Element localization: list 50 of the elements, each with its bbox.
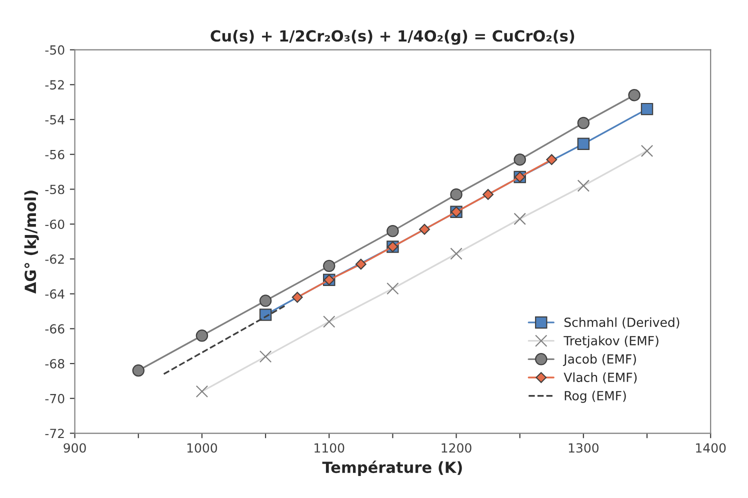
point (196, 385, 208, 398)
x-tick-label: 1300 (568, 443, 599, 453)
point (292, 292, 303, 303)
point (628, 89, 640, 102)
point (355, 258, 366, 270)
point (546, 154, 558, 166)
point (450, 248, 462, 260)
point (577, 116, 590, 130)
legend-label: Tretjakov (EMF) (564, 336, 658, 348)
point (514, 154, 526, 166)
y-tick-label: -66 (45, 324, 64, 334)
point (259, 350, 272, 363)
legend-label: Vlach (EMF) (564, 372, 637, 384)
y-tick-label: -60 (45, 220, 64, 230)
x-tick-label: 900 (64, 443, 86, 453)
point (196, 330, 208, 342)
x-axis-title: Température (K) (322, 460, 462, 476)
y-tick-label: -72 (45, 428, 64, 438)
point (640, 102, 654, 116)
y-tick-label: -64 (45, 289, 64, 299)
y-tick-label: -50 (45, 45, 64, 55)
point (514, 212, 526, 225)
x-tick-label: 1100 (314, 443, 344, 453)
y-tick-label: -56 (45, 150, 64, 160)
legend-label: Schmahl (Derived) (564, 317, 680, 328)
y-tick-label: -54 (45, 115, 64, 124)
point (419, 224, 430, 235)
point (640, 144, 654, 158)
y-tick-label: -52 (45, 80, 64, 90)
x-tick-label: 1200 (442, 443, 472, 453)
point (386, 282, 399, 295)
legend-label: Rog (EMF) (564, 390, 626, 403)
y-tick-label: -68 (45, 359, 64, 368)
y-tick-label: -62 (45, 254, 64, 264)
y-tick-label: -70 (45, 394, 64, 404)
y-tick-label: -58 (45, 184, 64, 194)
point (450, 188, 462, 201)
point (323, 316, 336, 328)
point (259, 294, 272, 307)
point (577, 180, 590, 192)
point (386, 224, 399, 238)
chart-title: Cu(s) + 1/2Cr₂O₃(s) + 1/4O₂(g) = CuCrO₂(s) (210, 30, 574, 45)
legend-label: Jacob (EMF) (562, 354, 636, 366)
point (482, 189, 494, 200)
x-tick-label: 1400 (696, 443, 726, 453)
point (323, 260, 336, 272)
point (577, 138, 590, 150)
y-axis-title: ΔG° (kJ/mol) (24, 190, 39, 294)
x-tick-label: 1000 (187, 443, 218, 453)
point (132, 364, 144, 377)
